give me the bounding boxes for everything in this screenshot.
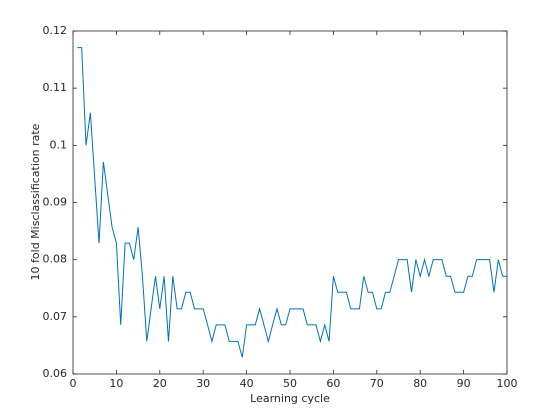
y-tick-label: 0.09 [43,196,68,209]
y-tick-label: 0.12 [43,24,68,37]
x-tick-label: 40 [240,377,254,390]
y-tick-label: 0.11 [43,81,68,94]
x-tick-label: 90 [457,377,471,390]
y-tick-label: 0.07 [43,310,68,323]
x-tick-label: 70 [370,377,384,390]
plot-area [72,30,508,375]
y-tick-label: 0.1 [50,138,68,151]
data-line [77,47,507,358]
x-tick-label: 50 [283,377,297,390]
x-tick-label: 10 [109,377,123,390]
x-axis-label: Learning cycle [250,392,330,405]
x-tick-label: 0 [70,377,77,390]
y-tick-label: 0.08 [43,253,68,266]
x-tick-label: 100 [497,377,518,390]
x-tick-label: 60 [326,377,340,390]
y-axis-label: 10 fold Misclassification rate [29,123,42,280]
x-tick-label: 30 [196,377,210,390]
x-tick-label: 20 [153,377,167,390]
x-tick-label: 80 [413,377,427,390]
y-tick-label: 0.06 [43,367,68,380]
